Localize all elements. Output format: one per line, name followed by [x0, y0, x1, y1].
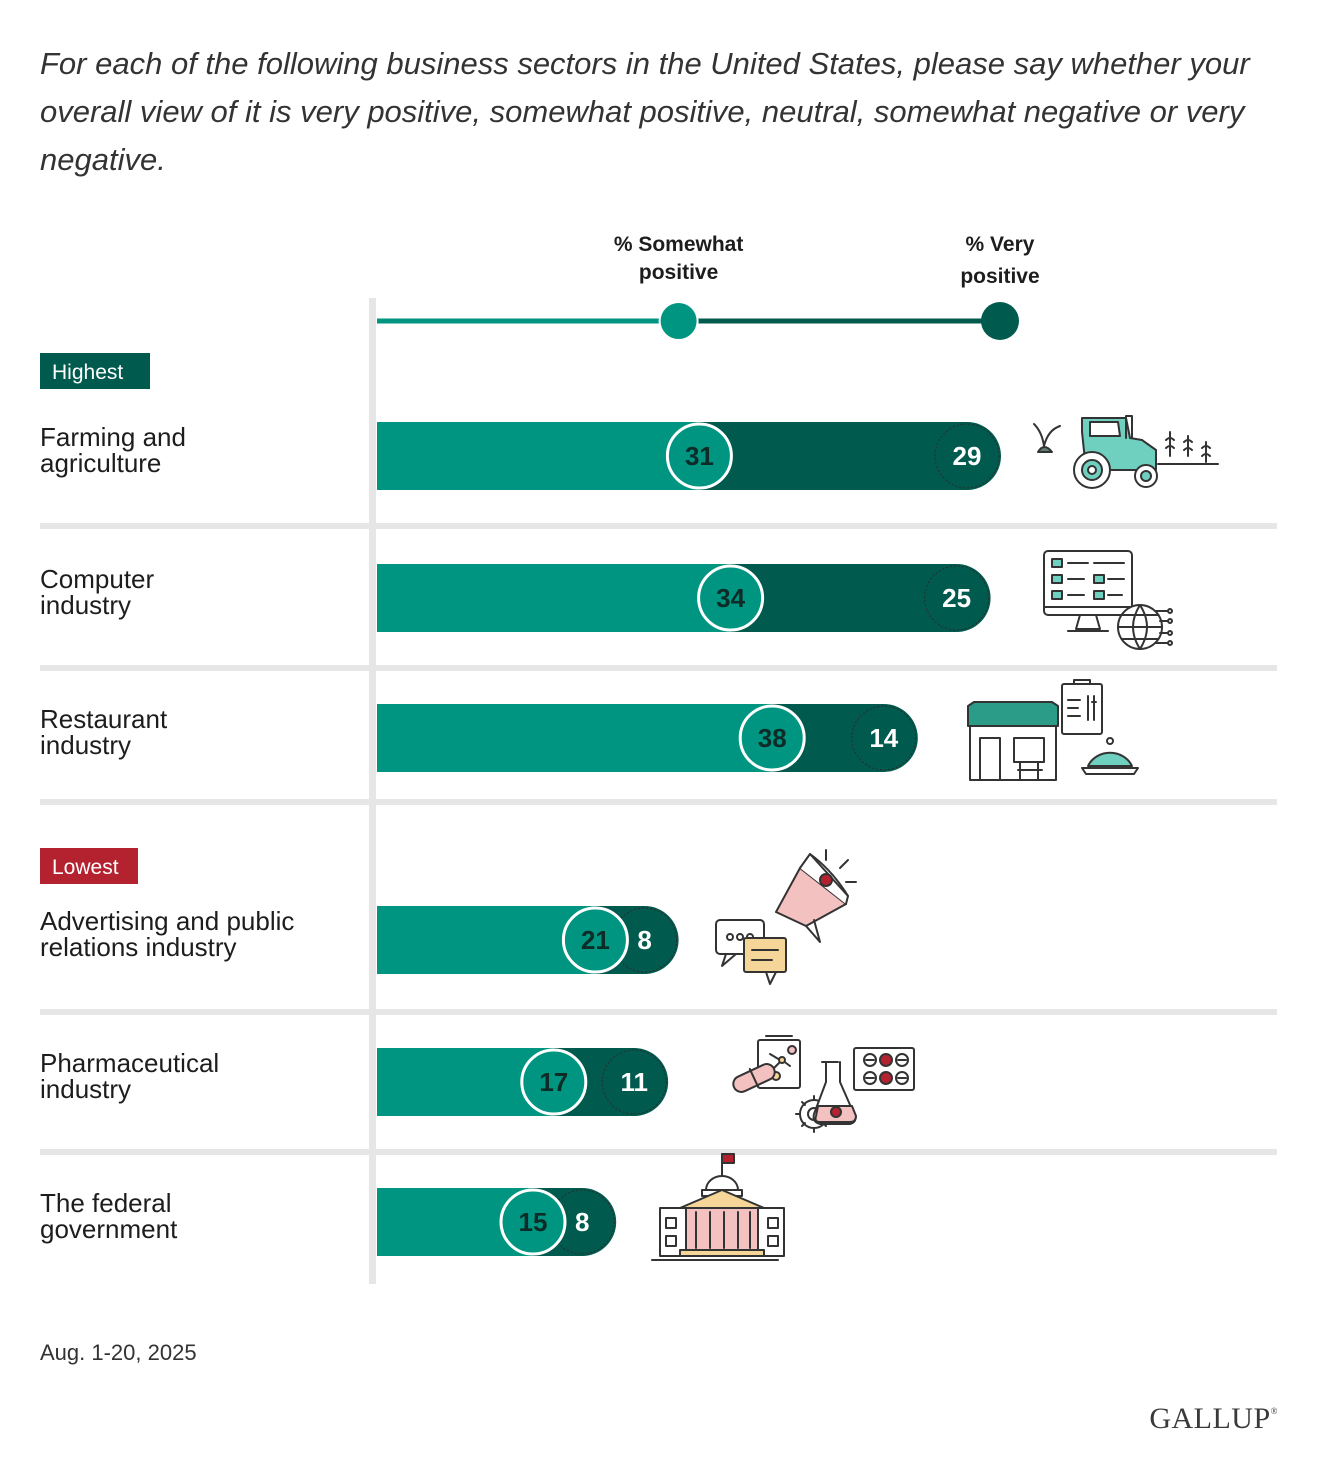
- row-divider: [40, 799, 1277, 805]
- value-somewhat-positive: 31: [685, 441, 714, 471]
- marker-very-positive: [934, 423, 1000, 489]
- row-divider: [40, 1009, 1277, 1015]
- survey-date: Aug. 1-20, 2025: [40, 1340, 197, 1365]
- legend-dot-very: [981, 302, 1019, 340]
- group-badge-lowest: [40, 848, 138, 884]
- gallup-logo: GALLUP®: [1149, 1402, 1278, 1436]
- computer-globe-icon: [1043, 550, 1173, 650]
- pharma-icon: [732, 1035, 915, 1133]
- marker-somewhat-positive: [738, 704, 806, 772]
- axis-line: [369, 298, 376, 1284]
- row-divider: [40, 665, 1277, 671]
- bar-somewhat-positive: [377, 564, 731, 632]
- marker-somewhat-positive: [665, 422, 733, 490]
- category-label: industry: [40, 730, 131, 760]
- bar-very-positive: [699, 422, 1001, 490]
- megaphone-icon: [715, 849, 857, 985]
- capitol-icon: [651, 1153, 785, 1261]
- legend-very-label: positive: [960, 265, 1039, 288]
- value-very-positive: 11: [620, 1067, 648, 1097]
- category-label: relations industry: [40, 932, 237, 962]
- category-label: Restaurant: [40, 704, 168, 734]
- legend-somewhat-label: % Somewhat: [614, 233, 744, 256]
- group-badge-label: Highest: [52, 361, 123, 384]
- category-label: Pharmaceutical: [40, 1048, 219, 1078]
- bar-somewhat-positive: [377, 704, 773, 772]
- bar-somewhat-positive: [377, 906, 596, 974]
- value-very-positive: 25: [942, 583, 971, 613]
- category-label: Advertising and public: [40, 906, 294, 936]
- legend-very-label: % Very: [966, 233, 1035, 256]
- value-very-positive: 14: [869, 723, 898, 753]
- registered-mark: ®: [1270, 1406, 1278, 1416]
- tractor-icon: [1033, 415, 1219, 489]
- marker-very-positive: [924, 565, 990, 631]
- gallup-wordmark: GALLUP: [1149, 1402, 1271, 1435]
- value-very-positive: 8: [637, 925, 651, 955]
- group-badge-label: Lowest: [52, 856, 119, 879]
- row-divider: [40, 523, 1277, 529]
- marker-somewhat-positive: [561, 906, 629, 974]
- category-label: industry: [40, 590, 131, 620]
- value-somewhat-positive: 34: [716, 583, 745, 613]
- value-somewhat-positive: 21: [581, 925, 610, 955]
- value-very-positive: 8: [575, 1207, 589, 1237]
- question-text: For each of the following business secto…: [40, 46, 1250, 177]
- category-label: government: [40, 1214, 178, 1244]
- group-badge-highest: [40, 353, 150, 389]
- bar-somewhat-positive: [377, 422, 700, 490]
- legend-somewhat-label: positive: [639, 261, 718, 284]
- category-label: Computer: [40, 564, 154, 594]
- row-divider: [40, 1149, 1277, 1155]
- bar-very-positive: [730, 564, 991, 632]
- value-somewhat-positive: 15: [519, 1207, 548, 1237]
- value-very-positive: 29: [953, 441, 982, 471]
- restaurant-icon: [967, 679, 1139, 781]
- marker-somewhat-positive: [499, 1188, 567, 1256]
- category-label: The federal: [40, 1188, 172, 1218]
- category-label: industry: [40, 1074, 131, 1104]
- marker-somewhat-positive: [520, 1048, 588, 1116]
- value-somewhat-positive: 17: [539, 1067, 568, 1097]
- category-label: Farming and: [40, 422, 186, 452]
- value-somewhat-positive: 38: [758, 723, 787, 753]
- marker-very-positive: [851, 705, 917, 771]
- category-label: agriculture: [40, 448, 161, 478]
- marker-very-positive: [601, 1049, 667, 1115]
- legend-dot-somewhat: [658, 301, 699, 341]
- marker-somewhat-positive: [697, 564, 765, 632]
